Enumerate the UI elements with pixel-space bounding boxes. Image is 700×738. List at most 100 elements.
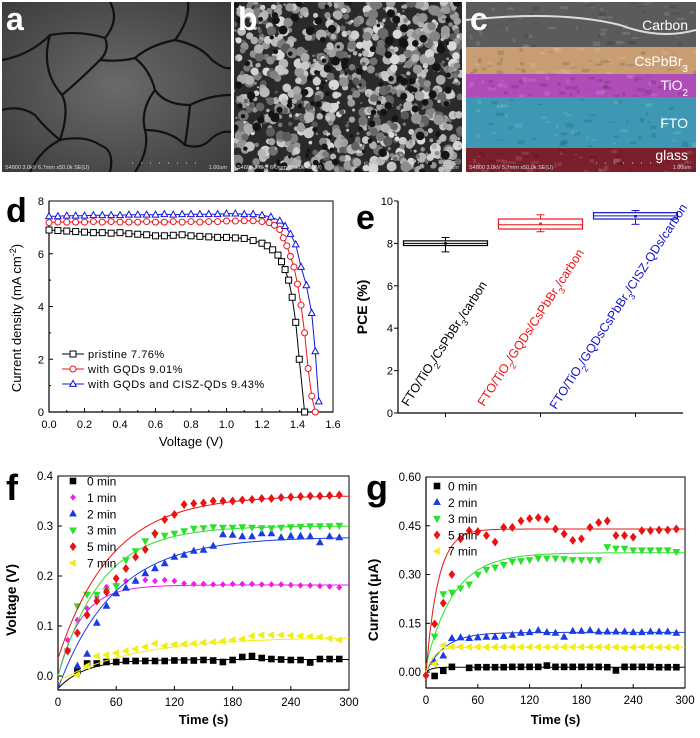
panel-letter-e: e [356,199,375,237]
data-point [189,525,198,533]
grain [362,31,372,42]
grain [270,4,277,10]
grain [276,97,279,100]
pore [443,101,450,107]
grain [254,142,259,148]
grain [367,116,371,119]
grain [311,121,318,128]
data-point [269,246,277,254]
box-1 [497,214,584,233]
texture [663,170,669,172]
texture [566,78,570,84]
texture [532,137,536,141]
pore [304,167,312,172]
data-point [543,662,551,669]
grain [283,155,294,166]
sem-caption: S4800 3.0kV 6.0mm x50.0k SE(M) [237,165,322,171]
grain [294,148,299,153]
grain [423,80,431,88]
grain [452,81,456,84]
grain [330,153,337,160]
data-point [286,631,294,640]
data-point [131,645,139,653]
grain [382,42,386,45]
chart-g: 0 60 120 180 240 300 0.00 0.15 0.30 0.45 0.60 0 min… [365,467,695,727]
texture [603,60,610,64]
pore [369,46,376,53]
data-point [296,632,304,640]
texture [529,12,534,18]
texture [582,2,589,4]
grain [380,51,386,57]
data-point [335,533,344,541]
grain [282,68,289,75]
grain [263,147,268,151]
data-point [612,627,620,635]
grain [352,157,362,167]
panel-letter-d: d [6,192,27,230]
grain [325,29,329,34]
data-point [586,663,594,671]
texture [617,171,623,172]
data-point [447,589,456,597]
grain [356,132,360,136]
grain [312,149,319,156]
grain [294,163,297,166]
data-point [464,643,472,651]
texture [627,139,631,142]
y-axis-label-part: ) [9,244,24,248]
data-point [151,564,159,572]
data-point [307,308,316,316]
y-tick-label: 0.45 [399,521,421,533]
grain [281,131,292,142]
data-point [314,396,323,405]
grain [259,105,263,109]
category-label-part: /carbon [456,279,490,322]
grain [361,136,370,144]
series-2 [425,544,686,666]
grain [267,138,276,146]
grain [366,65,375,74]
data-point [248,532,256,540]
texture [563,111,568,115]
data-point [200,498,207,508]
grain [408,128,415,135]
sem-image-a [2,2,231,172]
grain [441,60,445,64]
grain [308,140,313,145]
grain [365,20,371,26]
texture [523,45,530,48]
grain [437,99,441,104]
texture [606,62,614,65]
data-point [431,619,439,629]
texture [576,26,579,30]
grain [362,164,370,172]
grain [243,123,254,134]
pore [408,77,416,85]
grain [276,2,280,5]
data-point [170,510,178,519]
texture [531,161,540,164]
grain [456,93,462,101]
data-point [525,557,534,565]
texture [557,162,562,166]
data-point [295,355,303,363]
pore [391,115,399,122]
data-point [297,582,304,589]
grain [288,114,293,118]
category-label-part: 2 [580,364,591,374]
grain [400,161,412,172]
grain [253,81,257,85]
pore [315,101,322,108]
grain [404,60,413,69]
texture [515,156,523,161]
texture [671,140,677,142]
texture [648,75,652,77]
data-point [98,229,106,237]
y-tick-label: 0.4 [37,471,54,483]
grain [339,109,345,115]
texture [519,94,525,99]
grain [265,164,269,168]
data-point [307,582,314,589]
data-point [70,494,76,501]
